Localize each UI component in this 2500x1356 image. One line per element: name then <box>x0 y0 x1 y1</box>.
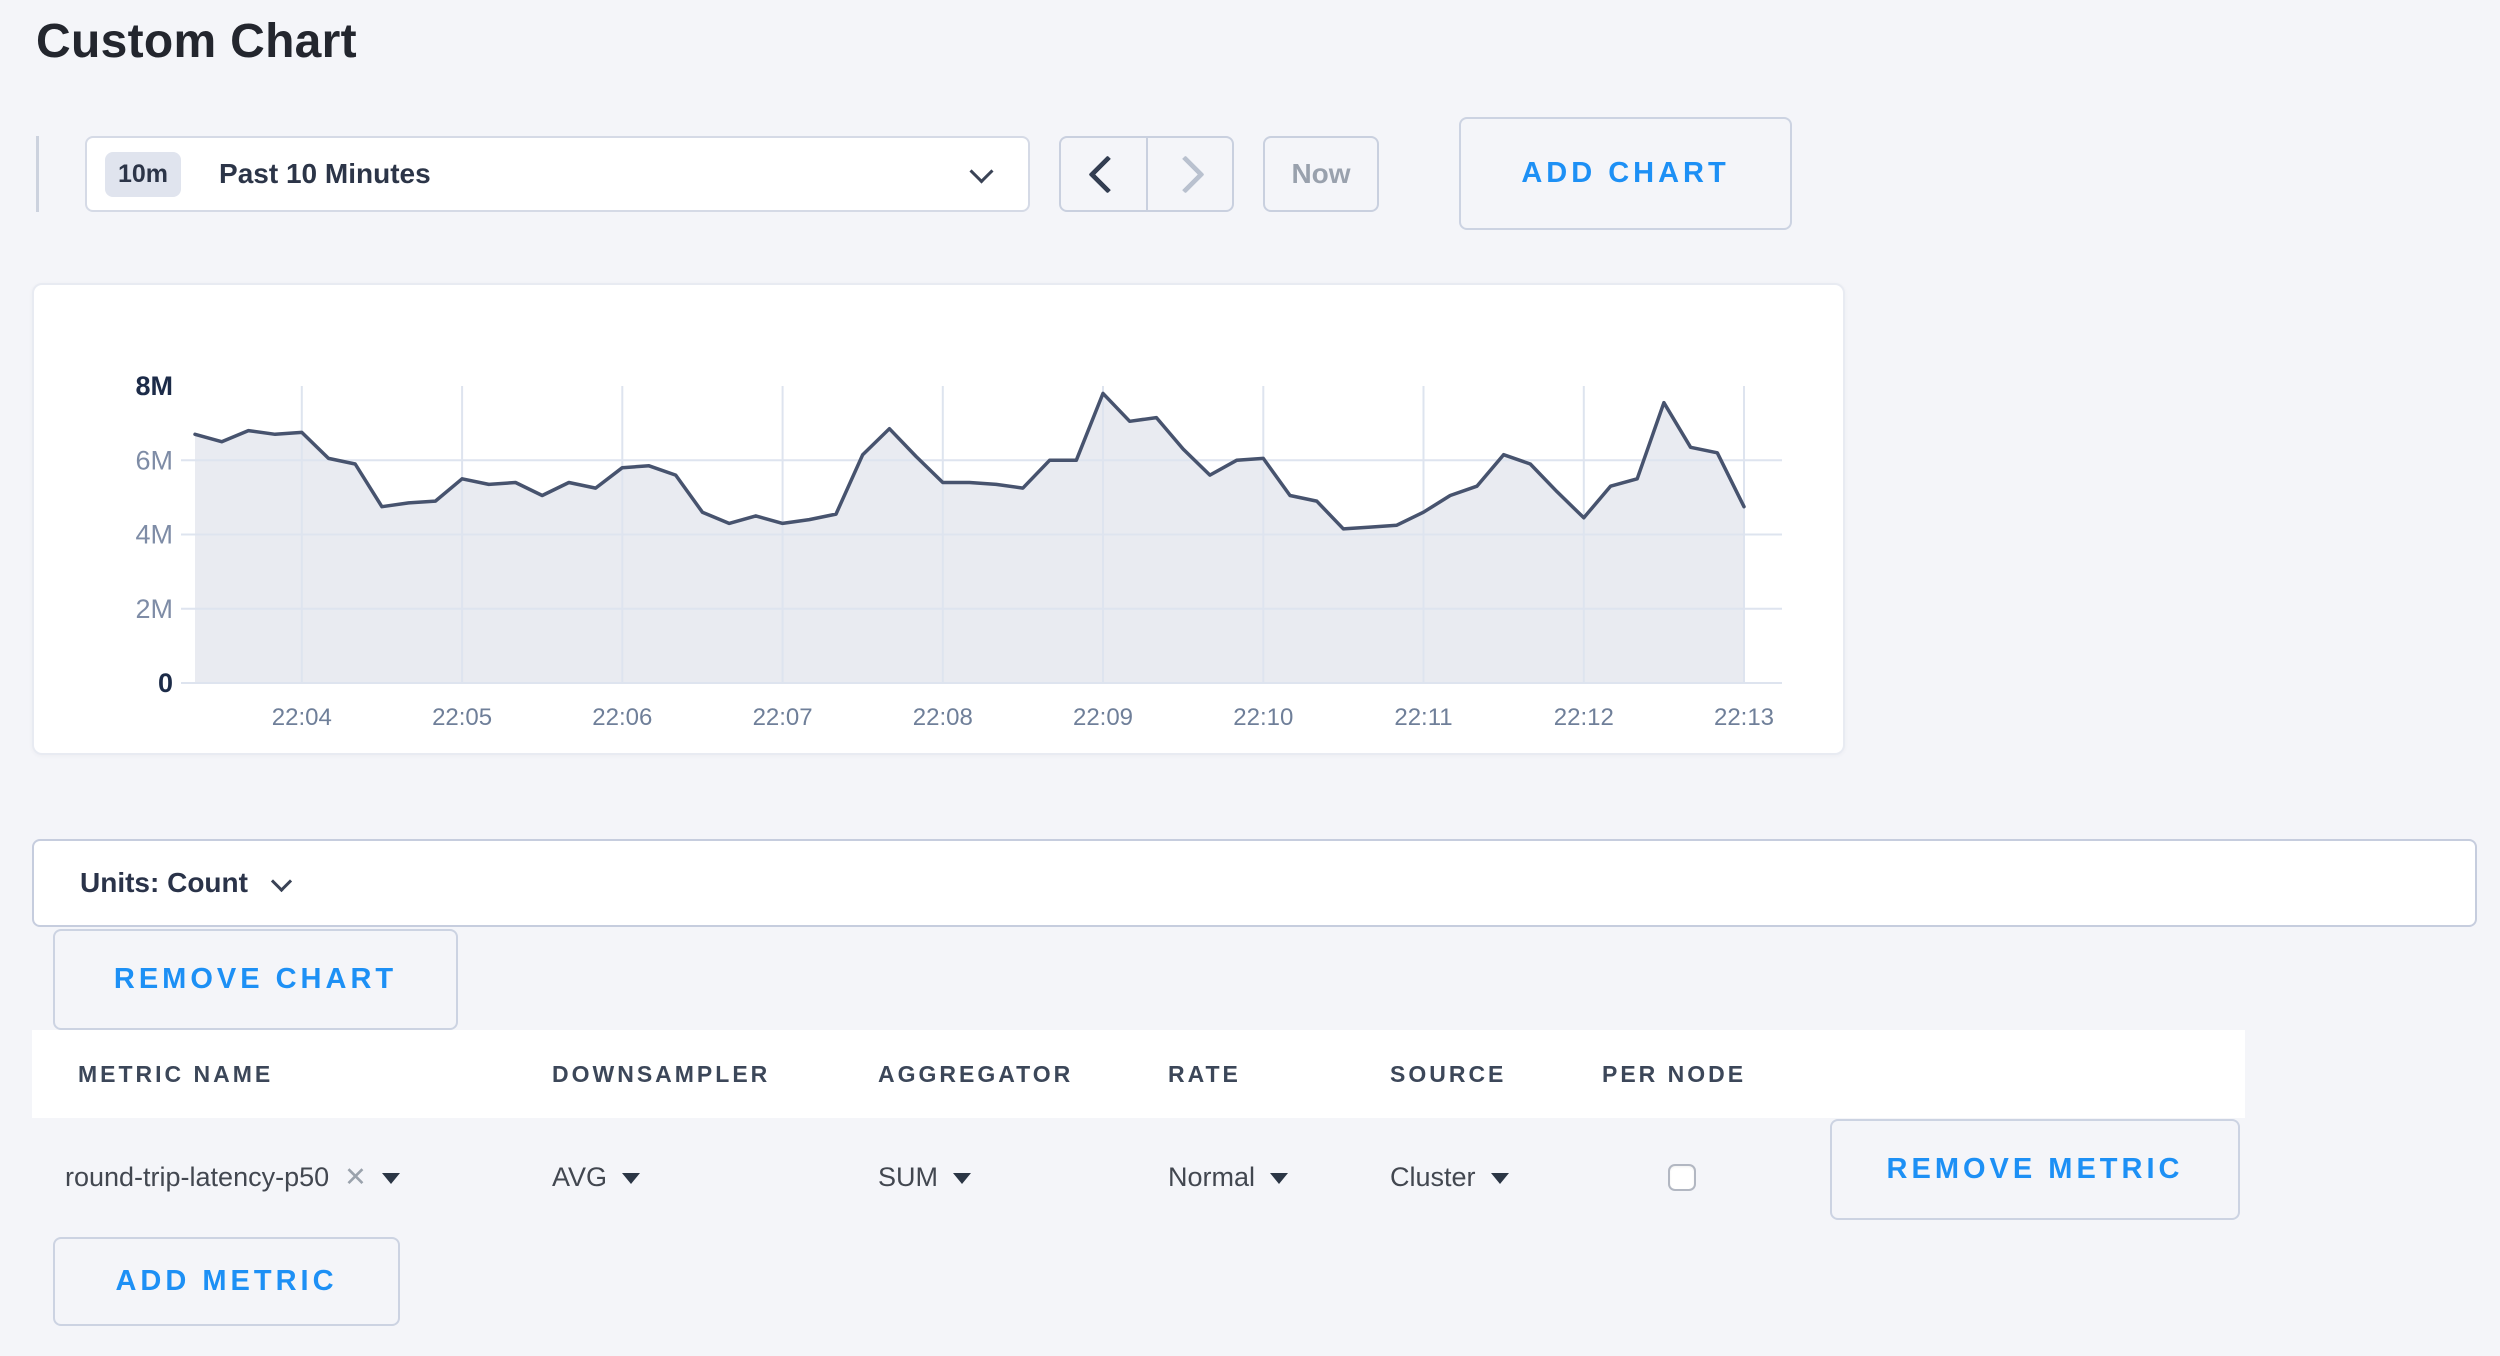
svg-text:22:13: 22:13 <box>1714 704 1774 731</box>
units-selector-label: Units: Count <box>80 867 248 898</box>
downsampler-value: AVG <box>552 1161 608 1192</box>
remove-chart-button[interactable]: REMOVE CHART <box>53 929 458 1030</box>
caret-down-icon <box>622 1173 641 1184</box>
add-chart-button[interactable]: ADD CHART <box>1459 117 1792 230</box>
aggregator-select[interactable]: SUM <box>878 1162 1168 1193</box>
svg-text:22:04: 22:04 <box>272 704 332 731</box>
svg-text:22:07: 22:07 <box>753 704 813 731</box>
page-title: Custom Chart <box>36 15 357 68</box>
svg-text:8M: 8M <box>135 371 173 401</box>
source-value: Cluster <box>1390 1161 1476 1192</box>
rate-select[interactable]: Normal <box>1168 1162 1390 1193</box>
time-range-label: Past 10 Minutes <box>219 158 431 189</box>
source-select[interactable]: Cluster <box>1390 1162 1602 1193</box>
chart-card: 0 2M 4M 6M 8M 22:04 22:05 22:06 22:07 22:08 22:09 2… <box>32 283 1845 755</box>
downsampler-select[interactable]: AVG <box>552 1162 878 1193</box>
time-forward-button[interactable] <box>1145 138 1233 210</box>
svg-text:22:11: 22:11 <box>1394 704 1452 731</box>
metric-name-value: round-trip-latency-p50 <box>65 1161 330 1192</box>
time-range-badge: 10m <box>105 151 182 197</box>
remove-metric-button[interactable]: REMOVE METRIC <box>1830 1119 2240 1220</box>
add-metric-button[interactable]: ADD METRIC <box>53 1237 400 1326</box>
rate-value: Normal <box>1168 1161 1256 1192</box>
svg-text:22:08: 22:08 <box>913 704 973 731</box>
svg-text:2M: 2M <box>135 594 173 624</box>
time-nav-arrows <box>1059 136 1234 212</box>
aggregator-value: SUM <box>878 1161 938 1192</box>
chevron-down-icon <box>270 870 293 892</box>
svg-text:6M: 6M <box>135 445 173 475</box>
time-back-button[interactable] <box>1061 138 1146 210</box>
svg-text:22:09: 22:09 <box>1073 704 1133 731</box>
chevron-right-icon <box>1166 154 1205 194</box>
per-node-checkbox[interactable] <box>1668 1163 1696 1191</box>
caret-down-icon <box>1490 1173 1509 1184</box>
column-header-aggregator: AGGREGATOR <box>878 1060 1074 1087</box>
column-header-metric-name: METRIC NAME <box>78 1060 274 1087</box>
svg-text:22:05: 22:05 <box>432 704 492 731</box>
column-header-per-node: PER NODE <box>1602 1060 1747 1087</box>
svg-text:22:12: 22:12 <box>1554 704 1614 731</box>
column-header-rate: RATE <box>1168 1060 1241 1087</box>
svg-text:22:10: 22:10 <box>1233 704 1293 731</box>
time-range-picker[interactable]: 10m Past 10 Minutes <box>85 136 1030 212</box>
per-node-cell <box>1602 1163 2245 1191</box>
metric-row: round-trip-latency-p50 ✕ AVG SUM Normal … <box>32 1118 2245 1236</box>
column-header-source: SOURCE <box>1390 1060 1507 1087</box>
metrics-table-header: METRIC NAME DOWNSAMPLER AGGREGATOR RATE … <box>32 1030 2245 1118</box>
caret-down-icon <box>1270 1173 1289 1184</box>
svg-text:22:06: 22:06 <box>592 704 652 731</box>
now-button[interactable]: Now <box>1263 136 1379 212</box>
svg-text:0: 0 <box>158 668 173 698</box>
clear-metric-icon[interactable]: ✕ <box>344 1161 367 1192</box>
caret-down-icon <box>953 1173 971 1184</box>
metric-name-select[interactable]: round-trip-latency-p50 ✕ <box>65 1162 552 1193</box>
chevron-down-icon <box>969 158 994 184</box>
timeseries-chart: 0 2M 4M 6M 8M 22:04 22:05 22:06 22:07 22:08 22:09 2… <box>34 285 1843 753</box>
chevron-left-icon <box>1088 154 1127 194</box>
column-header-downsampler: DOWNSAMPLER <box>552 1060 771 1087</box>
toolbar-accent-divider <box>36 136 39 212</box>
units-selector[interactable]: Units: Count <box>32 839 2477 927</box>
caret-down-icon <box>381 1173 400 1184</box>
svg-text:4M: 4M <box>135 520 173 550</box>
